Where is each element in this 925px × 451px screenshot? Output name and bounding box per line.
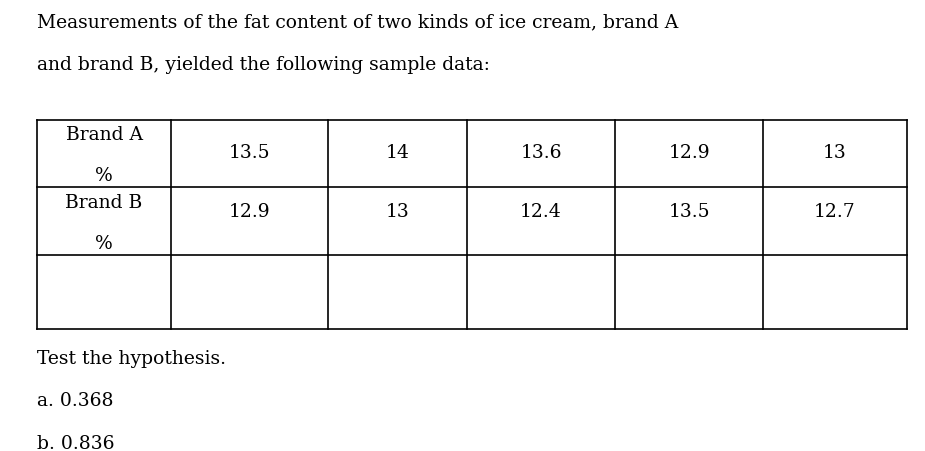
Text: Measurements of the fat content of two kinds of ice cream, brand A: Measurements of the fat content of two k… [37, 14, 678, 32]
Text: 12.9: 12.9 [668, 144, 710, 162]
Text: 13.5: 13.5 [668, 203, 710, 221]
Text: 14: 14 [386, 144, 410, 162]
Text: Test the hypothesis.: Test the hypothesis. [37, 350, 226, 368]
Text: 12.4: 12.4 [520, 203, 562, 221]
Text: 12.9: 12.9 [229, 203, 270, 221]
Text: %: % [95, 235, 113, 253]
Text: and brand B, yielded the following sample data:: and brand B, yielded the following sampl… [37, 56, 490, 74]
Text: 13: 13 [386, 203, 410, 221]
Text: Brand A: Brand A [66, 126, 142, 144]
Text: a. 0.368: a. 0.368 [37, 392, 114, 410]
Text: b. 0.836: b. 0.836 [37, 435, 115, 451]
Text: 13: 13 [823, 144, 846, 162]
Text: 12.7: 12.7 [814, 203, 856, 221]
Text: %: % [95, 167, 113, 185]
Text: 13.6: 13.6 [521, 144, 561, 162]
Text: 13.5: 13.5 [229, 144, 270, 162]
Text: Brand B: Brand B [66, 194, 142, 212]
